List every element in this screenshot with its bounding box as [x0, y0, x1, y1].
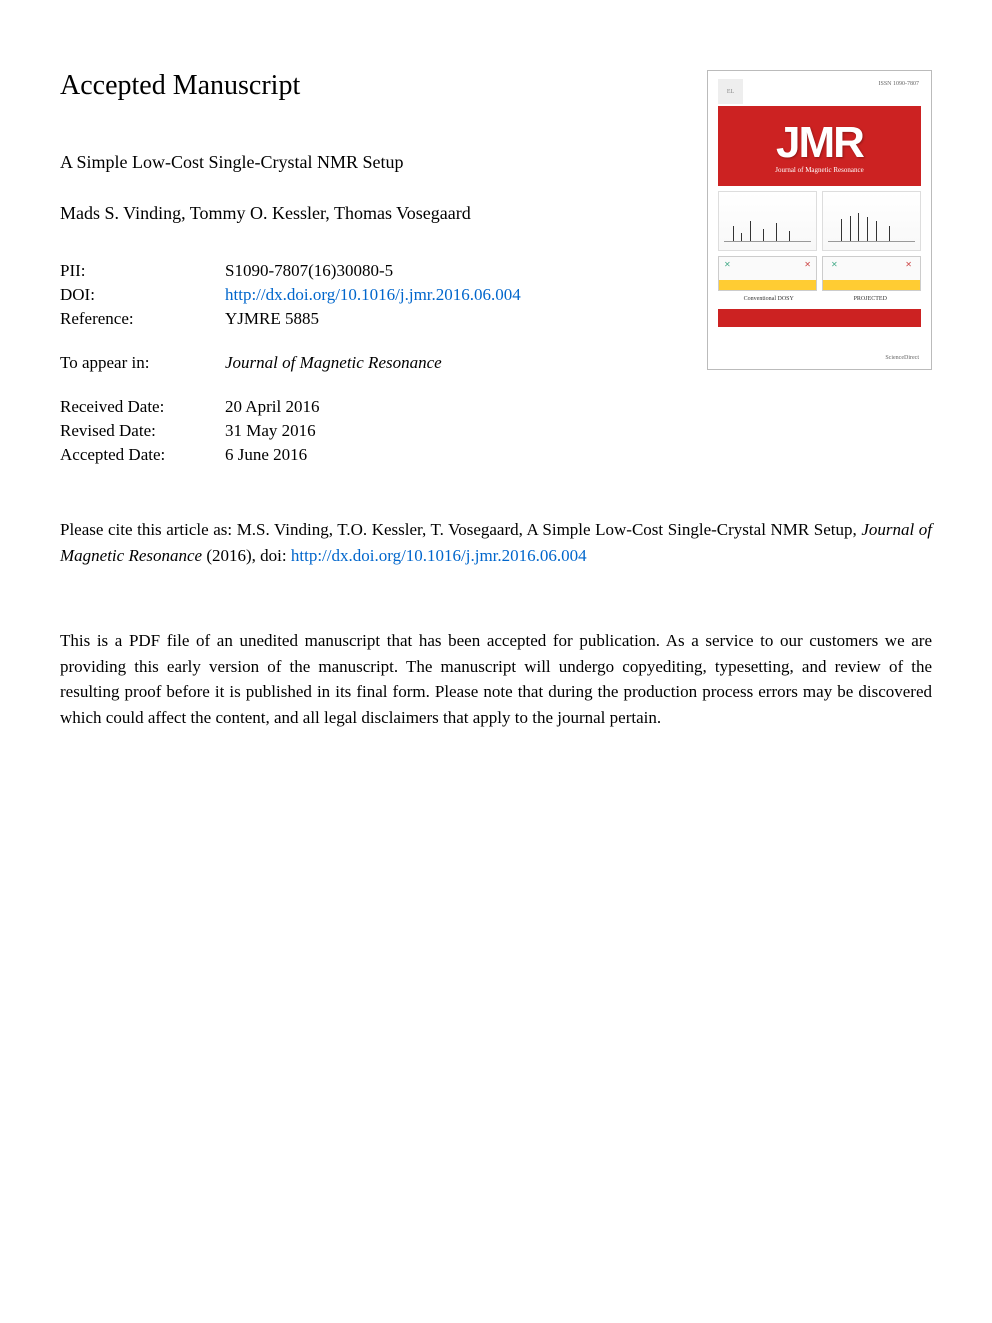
citation-text: Please cite this article as: M.S. Vindin…	[60, 517, 932, 568]
accepted-label: Accepted Date:	[60, 443, 225, 467]
authors: Mads S. Vinding, Tommy O. Kessler, Thoma…	[60, 203, 667, 224]
revised-value: 31 May 2016	[225, 419, 521, 443]
cover-subtitle: Journal of Magnetic Resonance	[775, 166, 863, 174]
citation-doi-link[interactable]: http://dx.doi.org/10.1016/j.jmr.2016.06.…	[291, 546, 587, 565]
cover-labels-row: Conventional DOSY PROJECTED	[718, 296, 921, 302]
cover-panel: ✕ ✕	[822, 256, 921, 291]
disclaimer-text: This is a PDF file of an unedited manusc…	[60, 628, 932, 730]
cover-label-left: Conventional DOSY	[718, 296, 820, 302]
table-row: To appear in: Journal of Magnetic Resona…	[60, 351, 521, 375]
pii-label: PII:	[60, 259, 225, 283]
accepted-value: 6 June 2016	[225, 443, 521, 467]
cover-title-band: JMR Journal of Magnetic Resonance	[718, 106, 921, 186]
appear-label: To appear in:	[60, 351, 225, 375]
citation-year: (2016), doi:	[202, 546, 291, 565]
cover-issn: ISSN 1090-7807	[878, 81, 919, 87]
doi-link[interactable]: http://dx.doi.org/10.1016/j.jmr.2016.06.…	[225, 285, 521, 304]
table-row: DOI: http://dx.doi.org/10.1016/j.jmr.201…	[60, 283, 521, 307]
elsevier-logo-icon: EL	[718, 79, 743, 104]
cover-spectra-row	[718, 191, 921, 251]
cover-panel: ✕ ✕	[718, 256, 817, 291]
page-title: Accepted Manuscript	[60, 70, 667, 102]
table-row: PII: S1090-7807(16)30080-5	[60, 259, 521, 283]
received-value: 20 April 2016	[225, 395, 521, 419]
cover-footer: ScienceDirect	[885, 355, 919, 361]
cover-jmr-logo: JMR	[776, 118, 863, 168]
cover-label-right: PROJECTED	[820, 296, 922, 302]
metadata-table: PII: S1090-7807(16)30080-5 DOI: http://d…	[60, 259, 521, 467]
article-title: A Simple Low-Cost Single-Crystal NMR Set…	[60, 152, 667, 173]
appear-value: Journal of Magnetic Resonance	[225, 351, 521, 375]
table-row: Reference: YJMRE 5885	[60, 307, 521, 331]
cover-bottom-band	[718, 309, 921, 327]
citation-prefix: Please cite this article as: M.S. Vindin…	[60, 520, 861, 539]
table-row: Received Date: 20 April 2016	[60, 395, 521, 419]
pii-value: S1090-7807(16)30080-5	[225, 259, 521, 283]
reference-value: YJMRE 5885	[225, 307, 521, 331]
cover-panels-row: ✕ ✕ ✕ ✕	[718, 256, 921, 291]
table-row: Revised Date: 31 May 2016	[60, 419, 521, 443]
journal-cover-thumbnail: EL ISSN 1090-7807 JMR Journal of Magneti…	[707, 70, 932, 370]
received-label: Received Date:	[60, 395, 225, 419]
spectrum-panel	[822, 191, 921, 251]
doi-label: DOI:	[60, 283, 225, 307]
table-row: Accepted Date: 6 June 2016	[60, 443, 521, 467]
reference-label: Reference:	[60, 307, 225, 331]
spectrum-panel	[718, 191, 817, 251]
revised-label: Revised Date:	[60, 419, 225, 443]
